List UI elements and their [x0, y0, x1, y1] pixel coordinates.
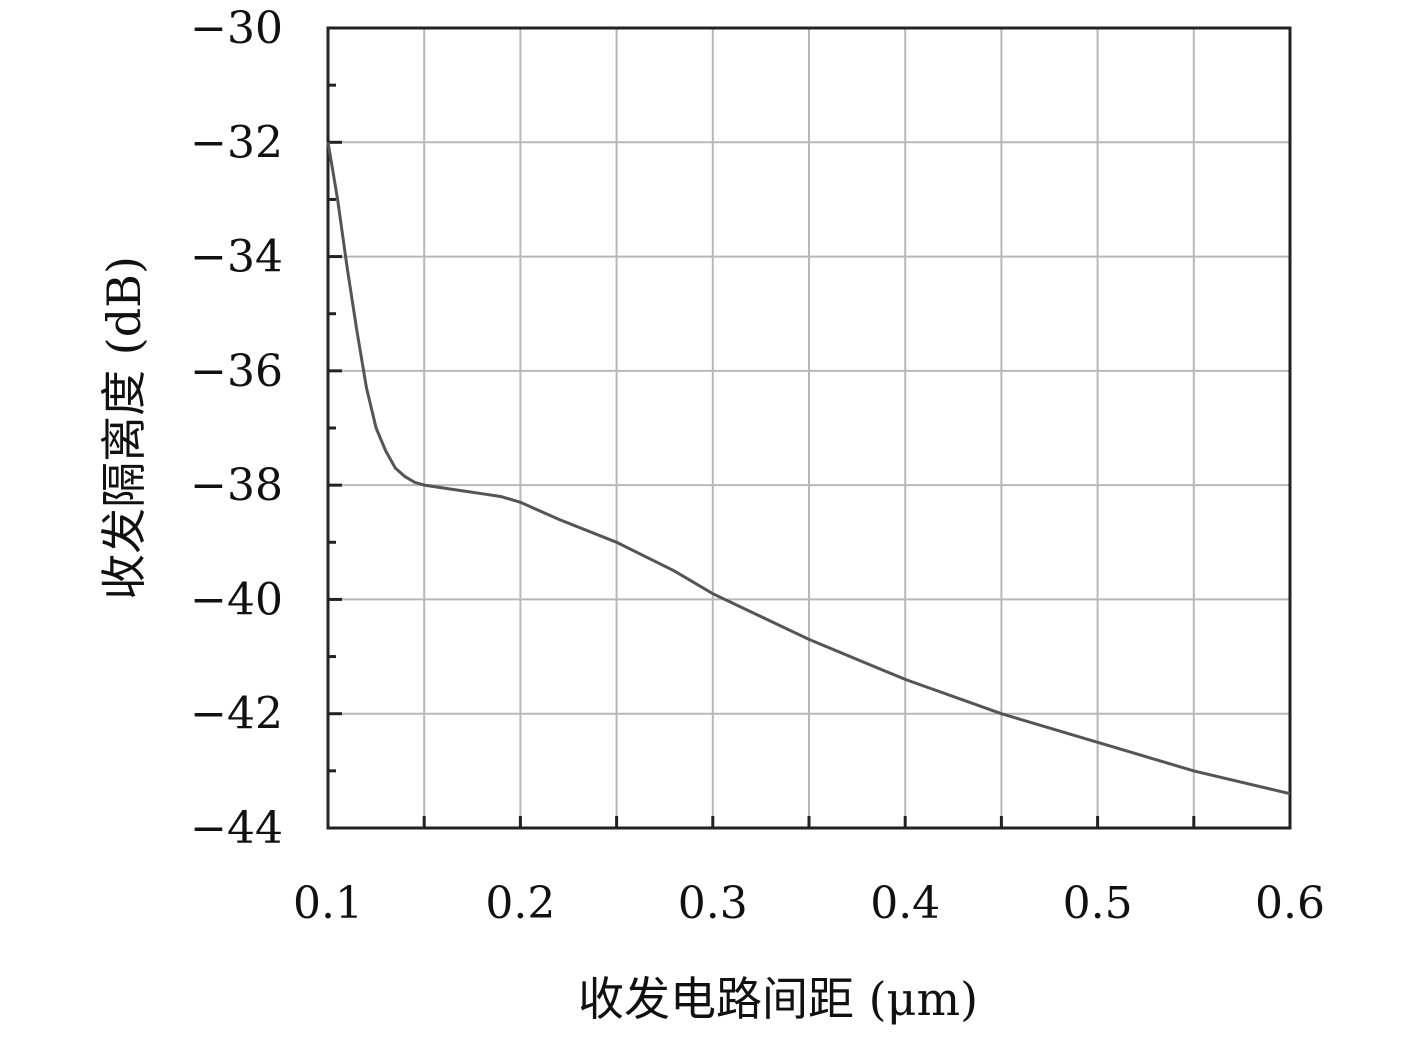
x-tick-labels: 0.1 0.2 0.3 0.4 0.5 0.6: [293, 878, 1325, 929]
x-tick-label: 0.2: [485, 878, 555, 929]
y-tick-label: −40: [190, 574, 283, 625]
y-tick-label: −34: [190, 232, 283, 283]
y-tick-label: −36: [190, 346, 283, 397]
x-tick-label: 0.5: [1063, 878, 1133, 929]
x-tick-label: 0.3: [678, 878, 748, 929]
series-line: [326, 142, 1291, 796]
y-tick-label: −38: [190, 460, 283, 511]
x-tick-label: 0.6: [1255, 878, 1325, 929]
y-tick-labels: −30 −32 −34 −36 −38 −40 −42 −44: [190, 3, 283, 854]
x-tick-label: 0.1: [293, 878, 363, 929]
x-axis-title: 收发电路间距 (μm): [578, 972, 978, 1026]
y-tick-label: −32: [190, 117, 283, 168]
x-tick-label: 0.4: [870, 878, 940, 929]
y-tick-label: −30: [190, 3, 283, 54]
y-tick-label: −42: [190, 689, 283, 740]
y-axis-title: 收发隔离度 (dB): [97, 256, 151, 600]
y-tick-label: −44: [190, 803, 283, 854]
plot-frame: [326, 26, 1292, 830]
grid-lines: [328, 28, 1290, 828]
